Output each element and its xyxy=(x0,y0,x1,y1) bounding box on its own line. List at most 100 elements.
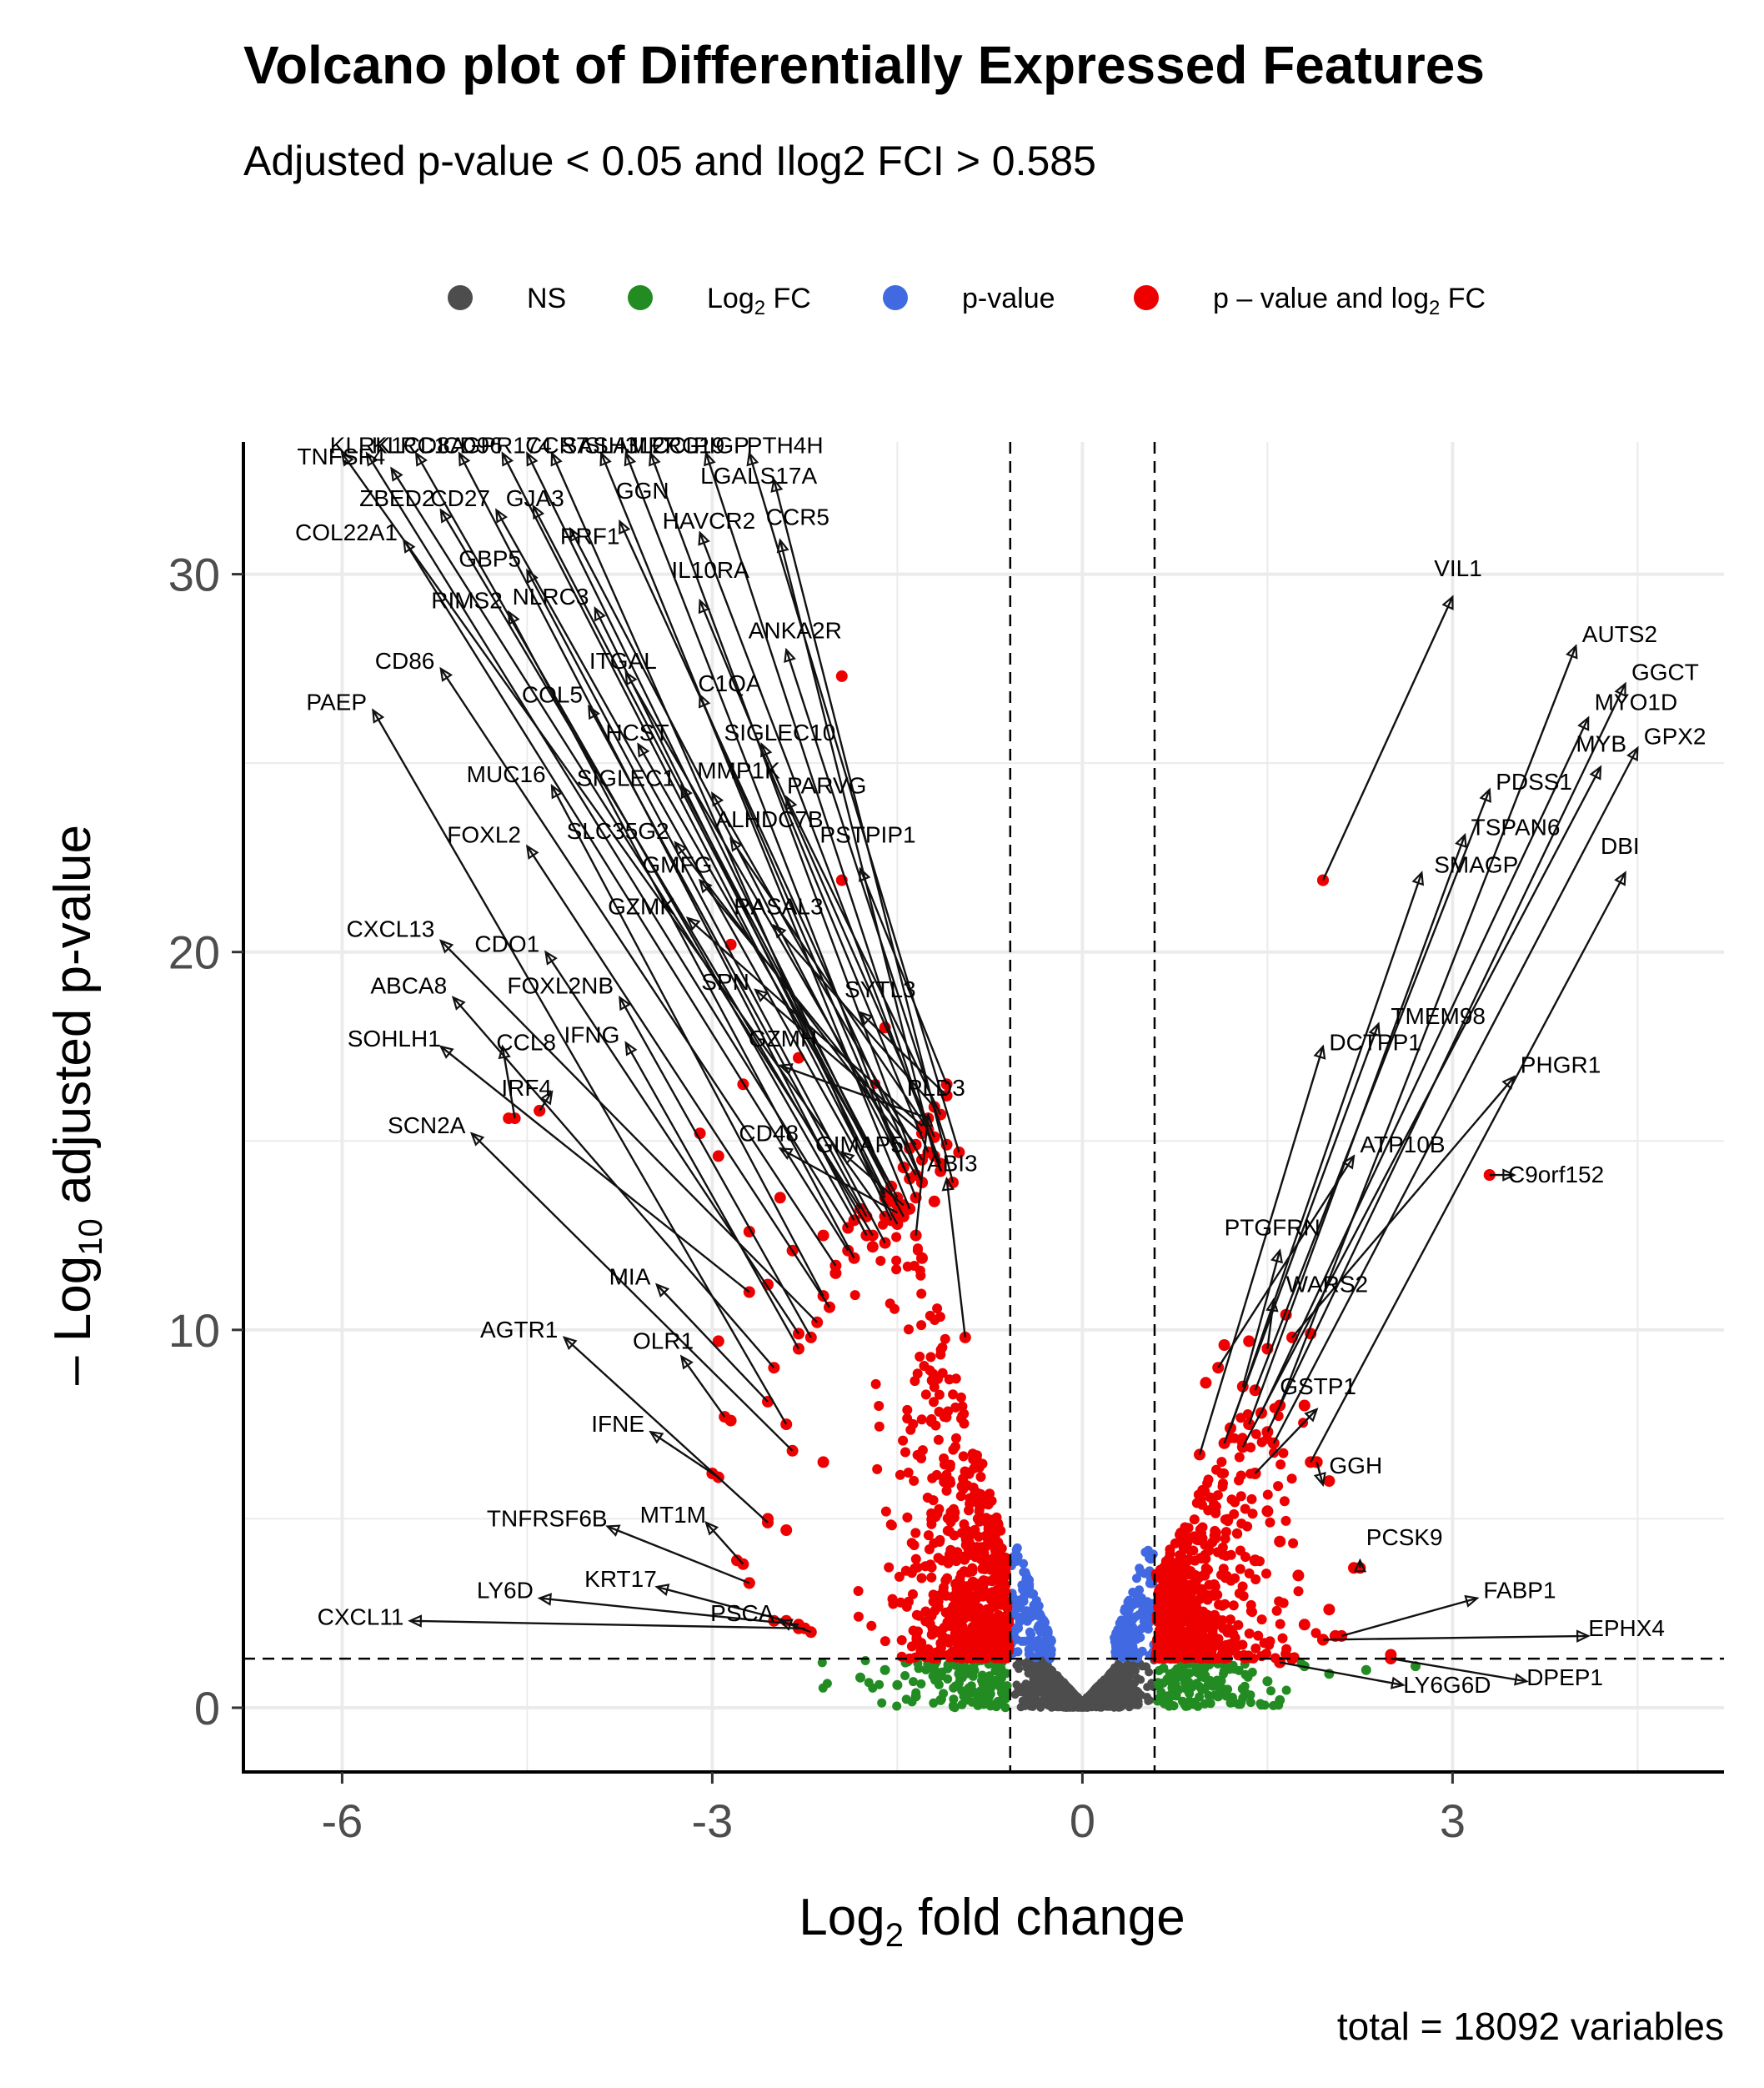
point-fcp xyxy=(872,1463,883,1474)
connector-arrowhead xyxy=(1341,1154,1356,1170)
point-fc xyxy=(1361,1664,1371,1675)
point-fcp xyxy=(1230,1633,1240,1644)
point-fcp xyxy=(933,1602,944,1612)
point-fcp xyxy=(1184,1579,1194,1590)
connector-arrowhead xyxy=(438,939,454,954)
point-fcp xyxy=(1286,1473,1297,1484)
point-ns xyxy=(1041,1684,1050,1693)
gene-label: PCSK9 xyxy=(1366,1524,1443,1550)
gene-label: SLC35G2 xyxy=(567,818,669,844)
connector-line xyxy=(600,453,911,1210)
point-ns xyxy=(1046,1670,1055,1679)
x-tick-label: -3 xyxy=(692,1794,734,1847)
point-fcp xyxy=(817,1456,829,1468)
point-fcp xyxy=(915,1351,925,1362)
connector-line xyxy=(440,1046,750,1293)
connector-arrowhead xyxy=(1502,1168,1517,1182)
point-fcp xyxy=(884,1562,895,1573)
gene-label: GIMAP5 xyxy=(815,1132,904,1157)
point-ns xyxy=(1033,1664,1042,1673)
caption: total = 18092 variables xyxy=(1337,2005,1724,2048)
point-fcp xyxy=(1220,1550,1231,1561)
point-fcp xyxy=(910,1553,921,1564)
gene-label: PHGR1 xyxy=(1521,1052,1601,1078)
point-fcp xyxy=(1221,1570,1232,1581)
connector-line xyxy=(773,479,955,1183)
y-tick-label: 0 xyxy=(194,1682,220,1734)
point-fcp xyxy=(774,1192,786,1204)
point-fcp xyxy=(895,1469,905,1480)
point-fc xyxy=(950,1703,960,1713)
point-ns xyxy=(1095,1698,1105,1707)
gene-label: CCR7 xyxy=(525,433,589,459)
point-fcp xyxy=(1235,1413,1246,1423)
connector-arrowhead xyxy=(562,1336,578,1351)
connector-arrowhead xyxy=(746,451,759,467)
point-p xyxy=(1046,1635,1056,1645)
connector-arrowhead xyxy=(754,988,769,1003)
point-fc xyxy=(1153,1678,1163,1688)
point-fcp xyxy=(1175,1605,1185,1616)
connector-line xyxy=(526,570,886,1244)
connector-line xyxy=(680,1355,726,1418)
connector-line xyxy=(365,452,849,1229)
gene-label: MMP1K xyxy=(697,757,780,783)
point-ns xyxy=(1143,1683,1152,1692)
gene-label: ITGAL xyxy=(589,648,657,674)
point-ns xyxy=(1065,1703,1075,1712)
point-fcp xyxy=(1182,1543,1193,1554)
point-fcp xyxy=(928,1624,939,1635)
point-ns xyxy=(1100,1679,1109,1688)
point-fcp xyxy=(1000,1595,1011,1606)
point-ns xyxy=(1136,1675,1145,1684)
point-fcp xyxy=(950,1373,961,1384)
point-fcp xyxy=(1206,1635,1217,1646)
point-p xyxy=(1035,1609,1045,1619)
point-fcp xyxy=(913,1639,924,1649)
connector-line xyxy=(550,453,893,1221)
point-ns xyxy=(1033,1687,1042,1695)
point-fc xyxy=(909,1677,918,1687)
gene-label: PIGP xyxy=(694,433,749,459)
gene-label: GGCT xyxy=(1631,660,1699,685)
gene-label: PARVG xyxy=(787,772,866,798)
gene-label: LY6G6D xyxy=(1403,1672,1491,1698)
point-fc xyxy=(1200,1699,1210,1709)
point-fc xyxy=(1192,1679,1202,1689)
legend: NS Log2 FC p-value p – value and log2 FC xyxy=(448,283,1486,319)
point-fcp xyxy=(1189,1514,1200,1525)
point-fcp xyxy=(981,1576,992,1587)
gene-label: ZBED2 xyxy=(359,485,434,511)
point-fcp xyxy=(1232,1640,1243,1651)
connector-arrowhead xyxy=(624,670,638,686)
point-fc xyxy=(943,1674,953,1684)
connector-line xyxy=(729,838,930,1131)
point-fcp xyxy=(1250,1574,1261,1584)
gene-label: CD86 xyxy=(375,648,435,674)
point-fc xyxy=(985,1692,994,1702)
gene-label: TMEM98 xyxy=(1391,1003,1486,1029)
point-fcp xyxy=(930,1420,941,1431)
connector-line xyxy=(452,996,775,1368)
point-fc xyxy=(1281,1685,1291,1695)
point-p xyxy=(1128,1623,1138,1632)
point-fc xyxy=(877,1698,887,1708)
connector-line xyxy=(1266,683,1626,1433)
point-p xyxy=(1021,1571,1031,1580)
connector-arrowhead xyxy=(390,466,403,482)
point-fcp xyxy=(958,1451,969,1462)
connector-arrowhead xyxy=(674,841,688,856)
connector-arrowhead xyxy=(1514,1673,1529,1686)
point-fcp xyxy=(875,1256,886,1266)
point-fcp xyxy=(951,1433,961,1443)
gene-label: SLAMF7 xyxy=(584,433,675,459)
point-p xyxy=(1120,1604,1130,1614)
point-fcp xyxy=(910,1528,921,1538)
point-fcp xyxy=(904,1654,915,1664)
point-fcp xyxy=(920,1389,931,1400)
point-fcp xyxy=(959,1566,970,1577)
point-fcp xyxy=(1000,1579,1011,1590)
point-fcp xyxy=(1169,1560,1180,1571)
connector-arrowhead xyxy=(654,1282,670,1297)
y-tick-label: 30 xyxy=(168,549,220,601)
